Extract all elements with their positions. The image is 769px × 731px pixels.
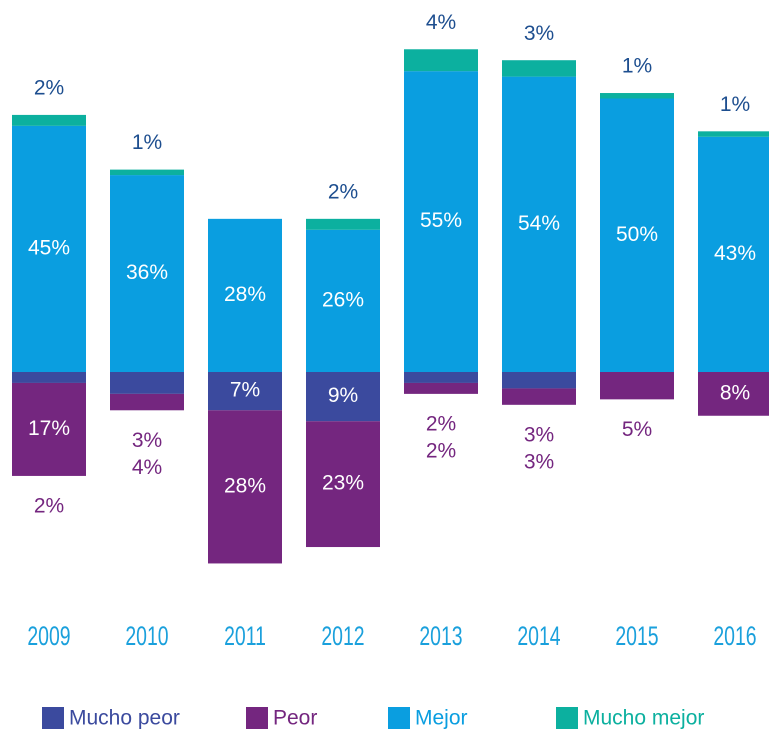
value-label: 4%	[426, 11, 456, 34]
value-label: 2%	[34, 76, 64, 99]
value-label: 36%	[126, 261, 168, 284]
value-label: 3%	[524, 423, 554, 446]
bar-segment	[110, 372, 184, 394]
bar-segment	[110, 169, 184, 176]
bar-segment	[208, 410, 282, 564]
bar-segment	[306, 218, 380, 230]
value-label: 50%	[616, 223, 658, 246]
value-label: 28%	[224, 283, 266, 306]
value-label: 55%	[420, 209, 462, 232]
value-label: 1%	[132, 131, 162, 154]
bar-segment	[600, 93, 674, 99]
value-label: 17%	[28, 417, 70, 440]
bar-segment	[306, 421, 380, 548]
value-label: 26%	[322, 288, 364, 311]
x-tick-label: 2014	[517, 621, 560, 651]
bar-segment	[698, 131, 769, 137]
legend-swatch	[246, 707, 268, 729]
x-tick-label: 2009	[27, 621, 70, 651]
legend-swatch	[388, 707, 410, 729]
value-label: 1%	[720, 93, 750, 116]
bar-segment	[600, 98, 674, 372]
value-label: 3%	[524, 450, 554, 473]
x-tick-label: 2012	[321, 621, 364, 651]
bar-segment	[698, 136, 769, 372]
value-label: 23%	[322, 472, 364, 495]
bar-segment	[306, 372, 380, 422]
bar-segment	[306, 229, 380, 372]
x-tick-label: 2011	[224, 621, 266, 651]
legend-label: Peor	[273, 707, 317, 730]
bar-segment	[12, 382, 86, 476]
x-tick-label: 2013	[419, 621, 462, 651]
bar-segment	[110, 175, 184, 372]
bar-segment	[404, 372, 478, 383]
value-label: 45%	[28, 236, 70, 259]
bar-segment	[404, 382, 478, 394]
bar-segment	[502, 372, 576, 389]
value-label: 8%	[720, 381, 750, 404]
bar-segment	[12, 125, 86, 372]
value-label: 3%	[132, 429, 162, 452]
value-label: 2%	[328, 180, 358, 203]
value-label: 9%	[328, 384, 358, 407]
legend-swatch	[556, 707, 578, 729]
bar-segment	[12, 114, 86, 126]
bar-segment	[404, 49, 478, 72]
bar-segment	[12, 372, 86, 383]
bar-segment	[698, 372, 769, 416]
bar-segment	[502, 76, 576, 373]
value-label: 5%	[622, 418, 652, 441]
value-label: 54%	[518, 212, 560, 235]
value-label: 2%	[34, 494, 64, 517]
value-label: 2%	[426, 439, 456, 462]
legend-label: Mejor	[415, 707, 468, 730]
bar-segment	[502, 388, 576, 405]
x-tick-label: 2015	[615, 621, 658, 651]
legend-label: Mucho mejor	[583, 707, 704, 730]
bar-segment	[600, 372, 674, 400]
legend-swatch	[42, 707, 64, 729]
bar-segment	[404, 71, 478, 373]
legend-label: Mucho peor	[69, 707, 180, 730]
value-label: 28%	[224, 474, 266, 497]
value-label: 43%	[714, 242, 756, 265]
value-label: 3%	[524, 22, 554, 45]
value-label: 4%	[132, 456, 162, 479]
bar-segment	[208, 372, 282, 411]
bar-segment	[208, 218, 282, 372]
value-label: 2%	[426, 412, 456, 435]
bar-segment	[110, 393, 184, 411]
x-tick-label: 2016	[713, 621, 756, 651]
bar-segment	[502, 60, 576, 77]
value-label: 1%	[622, 55, 652, 78]
value-label: 7%	[230, 379, 260, 402]
x-tick-label: 2010	[125, 621, 168, 651]
